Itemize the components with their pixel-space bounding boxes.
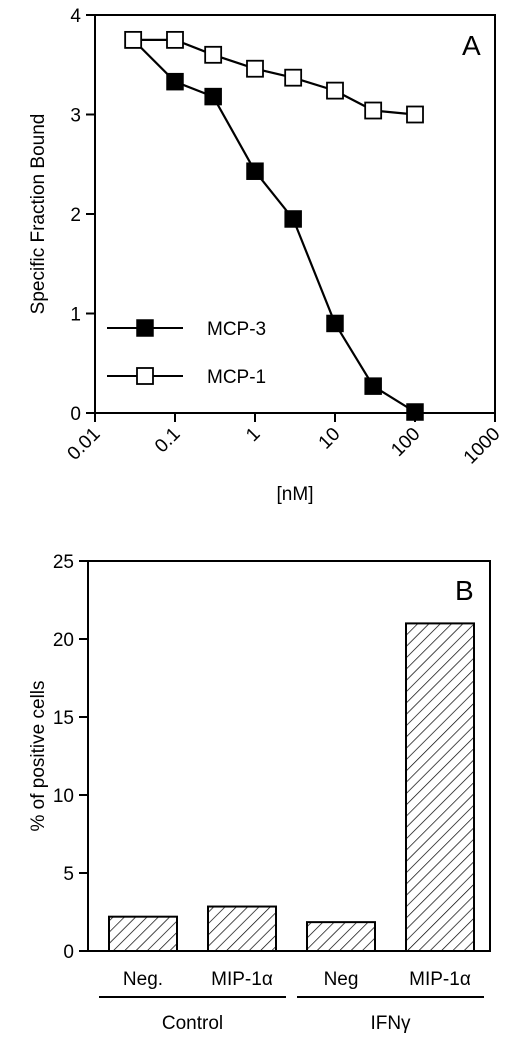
- y-tick-label: 1: [70, 305, 81, 326]
- panel-b-x-axis: Neg. MIP-1α Neg MIP-1α Control IFNγ: [99, 969, 484, 1034]
- bar: [108, 915, 178, 952]
- x-tick-label: 0.1: [151, 424, 185, 458]
- legend-marker-mcp3: [136, 319, 154, 337]
- data-point-mcp-1: [326, 81, 344, 100]
- data-point-mcp-1: [246, 59, 264, 78]
- data-point-mcp-3: [406, 403, 424, 421]
- panel-a: A Specific Fraction Bound [nM] 0 1 2 3 4 0.0…: [28, 6, 505, 505]
- panel-b: B % of positive cells 0 5 10 15 20 25 Neg. MIP…: [28, 552, 491, 1034]
- y-tick-label: 25: [53, 552, 74, 573]
- x-tick-label: 1: [242, 424, 264, 446]
- y-tick-label: 5: [63, 864, 74, 885]
- y-tick-label: 20: [53, 630, 74, 651]
- panel-a-ylabel: Specific Fraction Bound: [28, 114, 49, 315]
- category-label: Neg: [324, 969, 359, 990]
- y-tick-label: 0: [70, 404, 81, 425]
- panel-b-label: B: [455, 575, 474, 606]
- panel-a-xlabel: [nM]: [277, 484, 314, 505]
- data-point-mcp-1: [284, 68, 303, 87]
- group-label: IFNγ: [370, 1013, 411, 1034]
- x-tick-label: 10: [315, 424, 345, 454]
- bar: [306, 921, 376, 953]
- panel-a-x-axis: 0.01 0.1 1 10 100 1000: [64, 413, 505, 468]
- panel-b-y-axis: 0 5 10 15 20 25: [53, 552, 88, 963]
- y-tick-label: 2: [70, 205, 81, 226]
- panel-b-plot-area: [108, 622, 475, 953]
- panel-a-legend: MCP-3 MCP-1: [107, 319, 266, 388]
- y-tick-label: 3: [70, 106, 81, 127]
- panel-a-y-axis: 0 1 2 3 4: [70, 6, 95, 425]
- data-point-mcp-1: [364, 101, 383, 120]
- data-point-mcp-1: [204, 45, 223, 64]
- data-point-mcp-3: [166, 72, 184, 91]
- data-point-mcp-1: [406, 105, 424, 124]
- y-tick-label: 10: [53, 786, 74, 807]
- group-label: Control: [162, 1013, 223, 1034]
- category-label: Neg.: [123, 969, 163, 990]
- legend-label-mcp1: MCP-1: [207, 367, 266, 388]
- category-label: MIP-1α: [409, 969, 471, 990]
- x-tick-label: 100: [387, 424, 424, 461]
- data-point-mcp-3: [204, 87, 222, 106]
- series-line-mcp-3: [132, 39, 416, 413]
- data-point-mcp-3: [284, 210, 302, 228]
- category-label: MIP-1α: [211, 969, 273, 990]
- panel-a-plot-area: [124, 30, 424, 421]
- legend-label-mcp3: MCP-3: [207, 319, 266, 340]
- y-tick-label: 0: [63, 942, 74, 963]
- y-tick-label: 15: [53, 708, 74, 729]
- data-point-mcp-1: [124, 30, 143, 49]
- panel-b-frame: [87, 560, 491, 952]
- panel-b-ylabel: % of positive cells: [28, 680, 49, 831]
- panel-a-label: A: [462, 30, 481, 61]
- x-tick-label: 1000: [460, 424, 505, 469]
- x-tick-label: 0.01: [64, 424, 105, 465]
- data-point-mcp-3: [364, 377, 382, 395]
- data-point-mcp-1: [166, 30, 184, 49]
- bar: [405, 622, 475, 953]
- data-point-mcp-3: [326, 314, 344, 333]
- bar: [207, 905, 277, 952]
- data-point-mcp-3: [246, 162, 264, 180]
- y-tick-label: 4: [70, 6, 81, 27]
- legend-marker-mcp1: [136, 367, 154, 385]
